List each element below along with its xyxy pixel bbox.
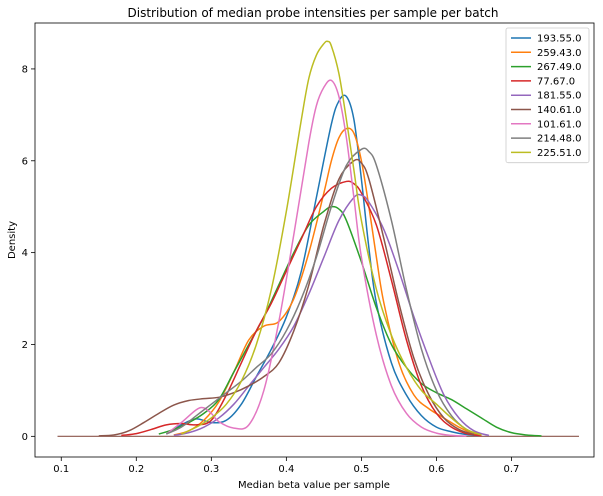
plot-frame bbox=[34, 22, 595, 458]
series-line-4 bbox=[173, 193, 490, 437]
x-tick-label: 0.2 bbox=[128, 464, 144, 475]
series-line-3 bbox=[121, 180, 482, 437]
series-line-6 bbox=[165, 79, 467, 437]
legend-label: 214.48.0 bbox=[537, 134, 582, 145]
legend-label: 101.61.0 bbox=[537, 119, 582, 130]
x-tick-label: 0.1 bbox=[53, 464, 69, 475]
series-line-2 bbox=[158, 205, 542, 437]
y-tick-label: 4 bbox=[22, 248, 28, 259]
legend-box bbox=[505, 27, 590, 164]
y-tick-label: 2 bbox=[22, 340, 28, 351]
chart-title: Distribution of median probe intensities… bbox=[128, 6, 499, 20]
legend-label: 140.61.0 bbox=[537, 105, 582, 116]
x-tick-label: 0.4 bbox=[278, 464, 294, 475]
legend-label: 193.55.0 bbox=[537, 34, 582, 45]
y-tick-label: 6 bbox=[22, 156, 28, 167]
legend-label: 225.51.0 bbox=[537, 148, 582, 159]
y-tick-label: 8 bbox=[22, 64, 28, 75]
x-axis-label: Median beta value per sample bbox=[238, 480, 390, 491]
x-axis: 0.1 0.2 0.3 0.4 0.5 0.6 0.7 bbox=[53, 457, 519, 475]
series-line-5 bbox=[98, 158, 475, 437]
plot-lines bbox=[57, 40, 579, 437]
x-tick-label: 0.6 bbox=[428, 464, 444, 475]
series-line-0 bbox=[165, 94, 482, 437]
x-tick-label: 0.7 bbox=[504, 464, 520, 475]
y-tick-label: 0 bbox=[22, 432, 28, 443]
series-line-7 bbox=[165, 147, 482, 436]
legend-label: 181.55.0 bbox=[537, 91, 582, 102]
y-axis-label: Density bbox=[7, 221, 18, 259]
y-axis: 0 2 4 6 8 bbox=[22, 64, 35, 443]
legend-label: 77.67.0 bbox=[537, 76, 575, 87]
legend-label: 259.43.0 bbox=[537, 48, 582, 59]
legend-label: 267.49.0 bbox=[537, 62, 582, 73]
legend: 193.55.0 259.43.0 267.49.0 77.67.0 181.55.0 1… bbox=[505, 27, 590, 164]
x-tick-label: 0.3 bbox=[203, 464, 219, 475]
x-tick-label: 0.5 bbox=[353, 464, 369, 475]
series-line-8 bbox=[181, 40, 482, 436]
